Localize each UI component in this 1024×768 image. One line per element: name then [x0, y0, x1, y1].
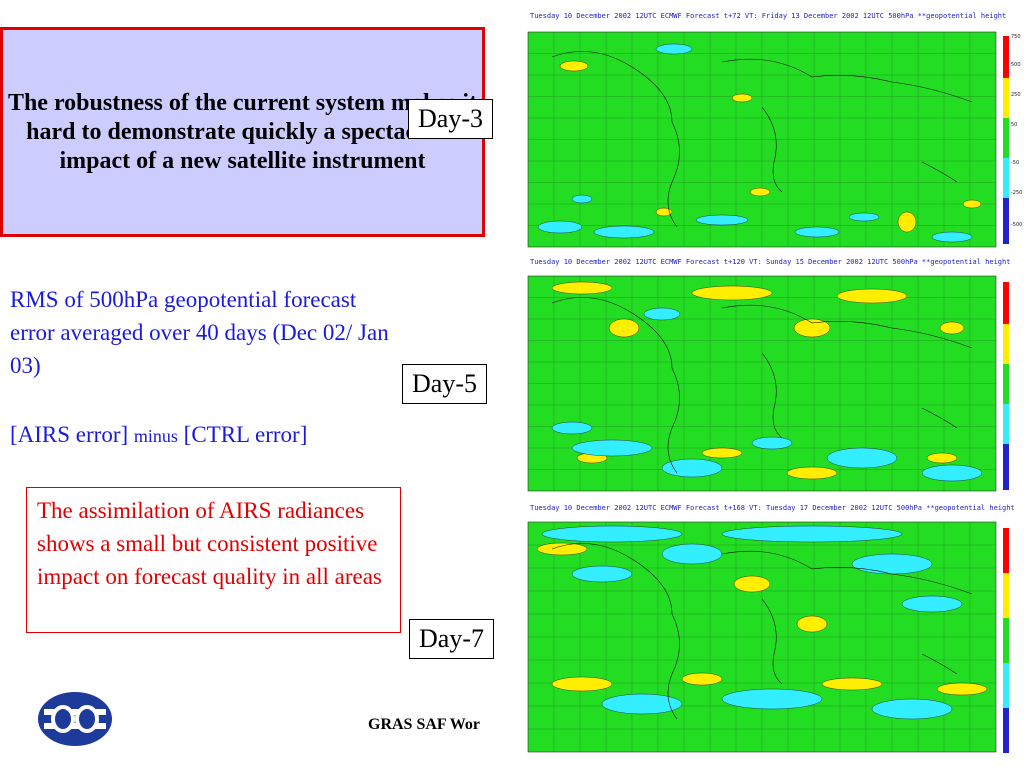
map-title-day5: Tuesday 10 December 2002 12UTC ECMWF For…	[530, 258, 1011, 266]
formula-right: [CTRL error]	[183, 422, 308, 447]
map-field-day5	[527, 275, 997, 492]
forecast-map-day3: Tuesday 10 December 2002 12UTC ECMWF For…	[512, 12, 1024, 250]
cb-label: 500	[1011, 62, 1021, 68]
ecmwf-logo-icon	[38, 692, 112, 746]
formula-text: [AIRS error] minus [CTRL error]	[10, 418, 307, 453]
colorbar-day7	[1003, 528, 1009, 753]
conclusion-text: The assimilation of AIRS radiances shows…	[37, 498, 382, 589]
day-label-7: Day-7	[409, 619, 494, 659]
map-title-day3: Tuesday 10 December 2002 12UTC ECMWF For…	[530, 12, 1007, 20]
forecast-map-day5: Tuesday 10 December 2002 12UTC ECMWF For…	[512, 258, 1024, 496]
map-field-day7	[527, 521, 997, 753]
rms-description: RMS of 500hPa geopotential forecast erro…	[10, 287, 389, 378]
cb-label: -500	[1011, 222, 1023, 228]
cb-label: 50	[1011, 122, 1018, 128]
map-field-day3	[527, 31, 997, 248]
day-label-3: Day-3	[408, 99, 493, 139]
colorbar-day3	[1003, 36, 1009, 244]
footer-text: GRAS SAF Wor	[368, 716, 481, 733]
formula-left: [AIRS error]	[10, 422, 129, 447]
headline-box: The robustness of the current system mak…	[0, 27, 485, 237]
cb-label: -250	[1011, 190, 1023, 196]
headline-text: The robustness of the current system mak…	[7, 89, 478, 174]
forecast-map-day7: Tuesday 10 December 2002 12UTC ECMWF For…	[512, 504, 1024, 762]
day-label-5: Day-5	[402, 364, 487, 404]
map-title-day7: Tuesday 10 December 2002 12UTC ECMWF For…	[530, 504, 1015, 512]
cb-label: 250	[1011, 92, 1021, 98]
cb-label: -50	[1011, 160, 1020, 166]
formula-middle: minus	[133, 426, 178, 446]
colorbar-day5	[1003, 282, 1009, 490]
cb-label: 750	[1011, 34, 1021, 40]
conclusion-box: The assimilation of AIRS radiances shows…	[26, 487, 401, 633]
